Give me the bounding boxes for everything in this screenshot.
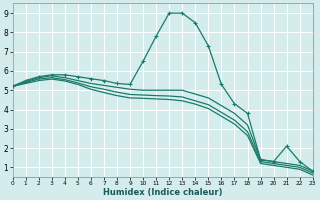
X-axis label: Humidex (Indice chaleur): Humidex (Indice chaleur) — [103, 188, 222, 197]
